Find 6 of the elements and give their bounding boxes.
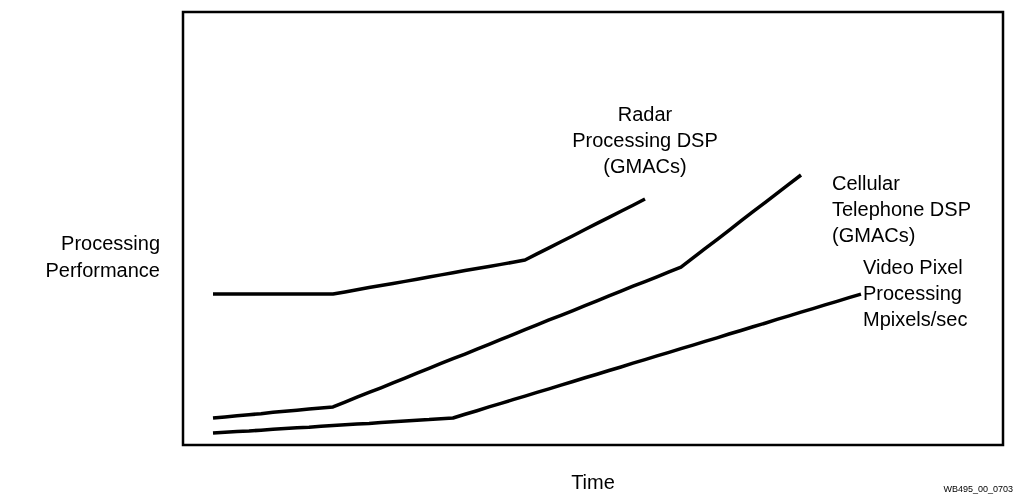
text: WB495_00_0703	[943, 484, 1013, 494]
x-axis-title: Time	[571, 471, 615, 493]
text: Radar Processing DSP (GMACs)	[572, 103, 718, 178]
y-axis-title: Processing Performance	[45, 232, 160, 281]
series-label: Video Pixel Processing Mpixels/sec	[863, 256, 968, 331]
series-label: Cellular Telephone DSP (GMACs)	[832, 172, 971, 246]
